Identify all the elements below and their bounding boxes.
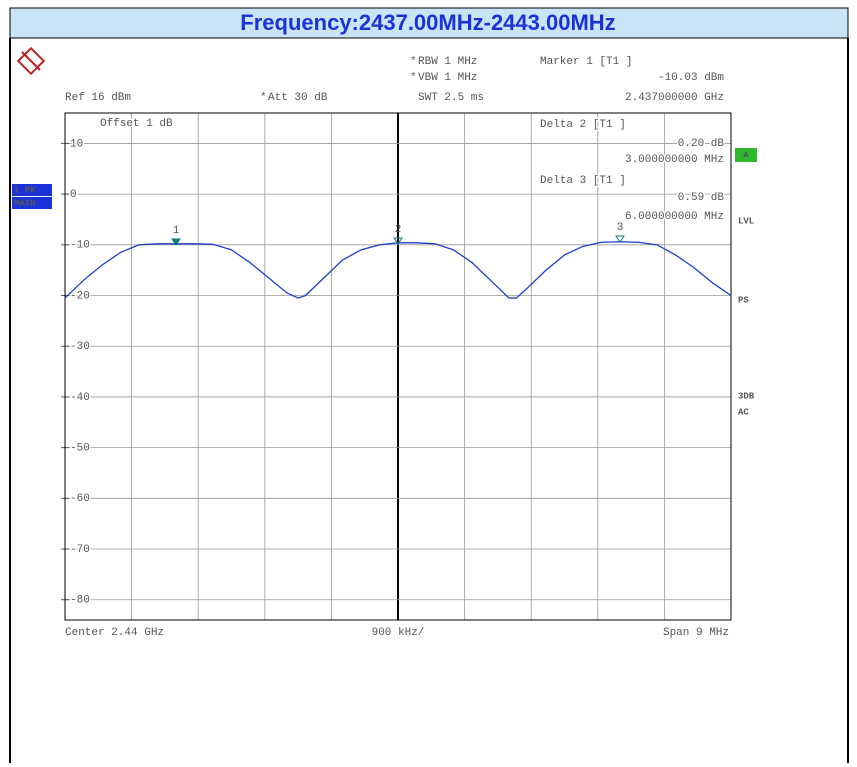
side-box — [12, 197, 52, 209]
chart-title: Frequency:2437.00MHz-2443.00MHz — [240, 10, 615, 35]
annotation: * — [410, 72, 417, 84]
side-box — [12, 184, 52, 196]
title-bar — [9, 7, 849, 39]
plot-frame — [64, 112, 732, 621]
logo — [16, 46, 46, 76]
annotation: 0.20 dB — [678, 138, 725, 150]
y-tick-label: -40 — [70, 392, 90, 404]
marker-label: 1 — [173, 225, 180, 237]
annotation: Delta 3 [T1 ] — [540, 175, 626, 187]
side-label: LVL — [738, 216, 754, 226]
annotation: SWT 2.5 ms — [418, 92, 484, 104]
annotation: Ref 16 dBm — [65, 92, 131, 104]
marker — [171, 238, 181, 246]
annotation: 3.000000000 MHz — [625, 154, 724, 166]
side-label: AC — [738, 407, 749, 417]
annotation: -10.03 dBm — [658, 72, 724, 84]
annotation: Marker 1 [T1 ] — [540, 56, 632, 68]
y-tick-label: -30 — [70, 341, 90, 353]
y-tick-label: -80 — [70, 595, 90, 607]
annotation: Att 30 dB — [268, 92, 328, 104]
annotation: * — [410, 56, 417, 68]
side-label: A — [743, 150, 749, 160]
annotation: VBW 1 MHz — [418, 72, 477, 84]
annotation: 0.59 dB — [678, 192, 725, 204]
annotation: Span 9 MHz — [663, 627, 729, 639]
annotation: Center 2.44 GHz — [65, 627, 164, 639]
annotation: 6.000000000 MHz — [625, 211, 724, 223]
annotation: Offset 1 dB — [100, 118, 173, 130]
marker — [393, 237, 403, 245]
y-tick-label: -20 — [70, 290, 90, 302]
y-tick-label: 0 — [70, 189, 77, 201]
y-tick-label: -50 — [70, 443, 90, 455]
y-tick-label: -70 — [70, 544, 90, 556]
y-tick-label: -10 — [70, 240, 90, 252]
marker-label: 3 — [617, 222, 624, 234]
y-tick-label: -60 — [70, 493, 90, 505]
side-box — [735, 148, 757, 162]
y-tick-label: 10 — [70, 138, 83, 150]
side-label: PS — [738, 295, 749, 305]
marker — [615, 235, 625, 243]
annotation: RBW 1 MHz — [418, 56, 477, 68]
side-label: MAXH — [14, 198, 36, 208]
annotation: 900 kHz/ — [372, 627, 425, 639]
marker-label: 2 — [395, 224, 402, 236]
annotation: Delta 2 [T1 ] — [540, 119, 626, 131]
side-label: 1 PK — [14, 185, 36, 195]
annotation: 2.437000000 GHz — [625, 92, 724, 104]
trace — [64, 241, 732, 299]
annotation: * — [260, 92, 267, 104]
side-label: 3DB — [738, 391, 755, 401]
